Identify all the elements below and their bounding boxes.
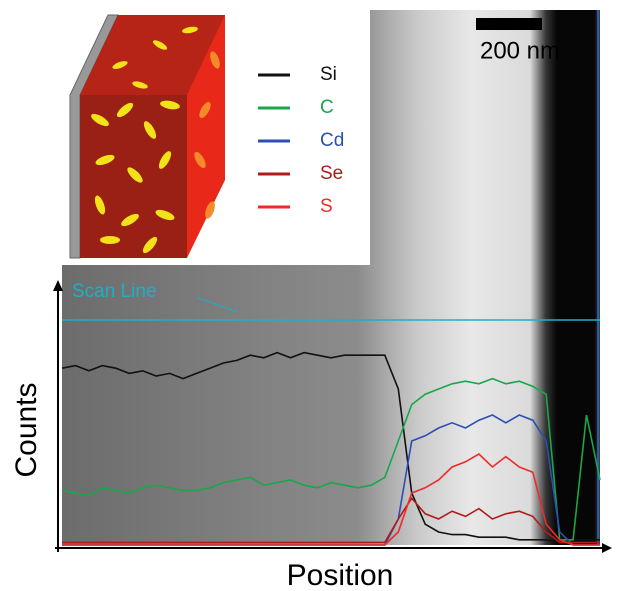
scale-bar-label: 200 nm (480, 37, 560, 64)
series-line (61, 377, 601, 541)
schematic (69, 14, 225, 259)
legend-label: Se (320, 163, 343, 184)
scan-line-pointer (197, 297, 239, 313)
series-line (62, 496, 600, 544)
axes (53, 280, 612, 553)
series-line (61, 351, 600, 544)
legend-label: Cd (320, 130, 344, 151)
series-line (62, 453, 600, 546)
scale-bar: 200 nm (476, 18, 560, 64)
legend-label: S (320, 196, 333, 217)
x-axis-label: Position (287, 559, 394, 591)
y-axis-label: Counts (10, 382, 43, 477)
legend-label: Si (320, 64, 337, 85)
legend-label: C (320, 97, 334, 118)
scan-line-label: Scan Line (72, 281, 157, 302)
